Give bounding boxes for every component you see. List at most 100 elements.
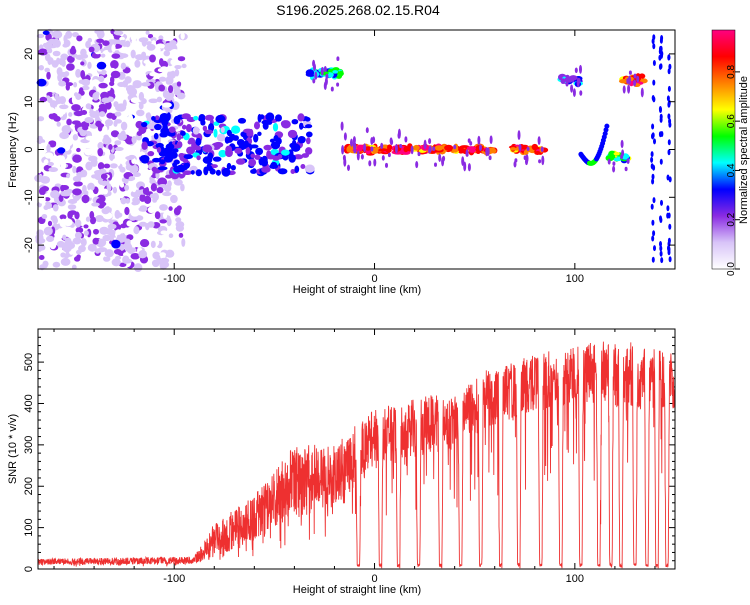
diffuse-noise-mark: [138, 102, 144, 110]
segment-mark: [560, 78, 566, 84]
diffuse-noise-mark: [43, 226, 53, 236]
diffuse-noise-mark: [175, 224, 185, 232]
diffuse-noise-mark: [170, 49, 180, 55]
zero-line-halo: [525, 154, 529, 164]
diffuse-noise-mark: [156, 96, 163, 103]
zero-line-halo: [387, 152, 391, 158]
transition-cluster-mark: [272, 122, 279, 132]
transition-cluster-mark: [215, 169, 221, 176]
diffuse-noise-mark: [95, 215, 104, 223]
diffuse-noise-mark: [71, 104, 81, 112]
transition-cluster-mark: [245, 146, 251, 155]
edge-streak-mark: [659, 217, 663, 223]
diffuse-noise-mark: [38, 194, 46, 204]
spectrogram-frame: [37, 29, 676, 270]
transition-cluster-mark: [253, 133, 259, 143]
zero-line-halo: [343, 157, 347, 167]
transition-cluster-mark: [209, 168, 216, 175]
diffuse-noise-mark: [114, 111, 122, 117]
transition-cluster-mark: [168, 126, 176, 133]
zero-line-mark: [371, 147, 379, 154]
zero-line-halo: [518, 143, 522, 151]
zero-line-mark: [444, 144, 454, 151]
diffuse-noise-mark: [159, 204, 168, 211]
zero-line-halo: [370, 137, 374, 145]
transition-cluster-mark: [218, 149, 227, 158]
diffuse-noise-mark: [124, 40, 131, 48]
diffuse-noise-mark: [40, 105, 47, 112]
segment-halo: [579, 64, 582, 74]
upper-band-halo: [336, 56, 340, 62]
zero-line-halo: [373, 158, 377, 167]
segment-halo: [627, 84, 631, 94]
transition-cluster-mark: [305, 131, 313, 138]
transition-cluster-mark: [212, 156, 222, 162]
diffuse-noise-mark: [110, 130, 120, 138]
diffuse-noise-mark: [93, 228, 99, 235]
zero-line-halo: [404, 136, 408, 143]
diffuse-noise-mark: [140, 162, 149, 171]
diffuse-noise-mark: [84, 177, 89, 184]
zero-line-halo: [526, 146, 530, 151]
transition-cluster-mark: [182, 170, 193, 176]
diffuse-noise-mark: [44, 197, 51, 202]
diffuse-noise-mark: [76, 35, 83, 42]
zero-line-mark: [459, 148, 467, 154]
diffuse-noise-mark: [122, 80, 129, 88]
edge-streak-mark: [659, 116, 663, 123]
edge-streak-mark: [652, 34, 656, 41]
zero-line-halo: [423, 139, 427, 150]
diffuse-noise-mark: [180, 32, 185, 40]
diffuse-noise-mark: [71, 31, 79, 38]
diffuse-noise-mark: [162, 191, 172, 197]
transition-cluster-mark: [226, 162, 232, 170]
diffuse-noise-mark: [80, 48, 87, 57]
transition-cluster-mark: [176, 133, 182, 141]
transition-cluster-mark: [275, 137, 282, 145]
diffuse-noise-mark: [181, 63, 187, 69]
diffuse-noise-mark: [96, 38, 105, 44]
upper-band-halo: [314, 71, 318, 80]
transition-cluster-mark: [196, 155, 201, 161]
transition-cluster-mark: [232, 135, 239, 141]
zero-line-halo: [350, 138, 353, 147]
diffuse-noise-mark: [175, 217, 182, 223]
diffuse-noise-mark: [85, 103, 92, 110]
upper-band-halo: [336, 82, 340, 87]
zero-line-halo: [385, 162, 388, 168]
diffuse-noise-mark: [98, 238, 107, 247]
segment-halo: [626, 78, 630, 84]
diffuse-noise-mark: [99, 131, 104, 138]
diffuse-noise-mark: [94, 248, 101, 254]
diffuse-noise-mark: [139, 205, 148, 212]
diffuse-noise-mark: [177, 56, 186, 62]
transition-cluster-mark: [156, 146, 162, 153]
diffuse-noise-mark: [145, 30, 150, 35]
edge-streak-mark: [651, 256, 655, 263]
zero-line-halo: [538, 159, 542, 164]
diffuse-noise-mark: [50, 215, 58, 222]
diffuse-noise-mark: [85, 216, 91, 222]
edge-streak-mark: [653, 138, 656, 145]
diffuse-noise-mark: [167, 85, 174, 94]
segment-mark: [605, 155, 616, 160]
diffuse-noise-mark: [49, 240, 57, 250]
colorbar-tick-label: 0.4: [726, 163, 737, 177]
transition-cluster-mark: [243, 140, 249, 148]
edge-streak-mark: [658, 106, 662, 112]
upper-band-halo: [324, 77, 328, 86]
spectrogram-xtick-label: 0: [371, 273, 377, 285]
diffuse-noise-mark: [165, 249, 175, 258]
diffuse-noise-mark: [154, 108, 164, 115]
diffuse-noise-mark: [111, 53, 121, 59]
transition-cluster-mark: [224, 136, 230, 144]
diffuse-noise-mark: [74, 231, 82, 239]
diffuse-noise-mark: [149, 193, 157, 199]
transition-cluster-mark: [172, 162, 178, 168]
diffuse-noise-mark: [92, 92, 100, 101]
transition-cluster-mark: [188, 137, 196, 145]
diffuse-noise-mark: [56, 108, 66, 116]
diffuse-noise-mark: [167, 180, 172, 188]
edge-streak-mark: [651, 123, 655, 130]
diffuse-noise-mark: [98, 82, 108, 89]
